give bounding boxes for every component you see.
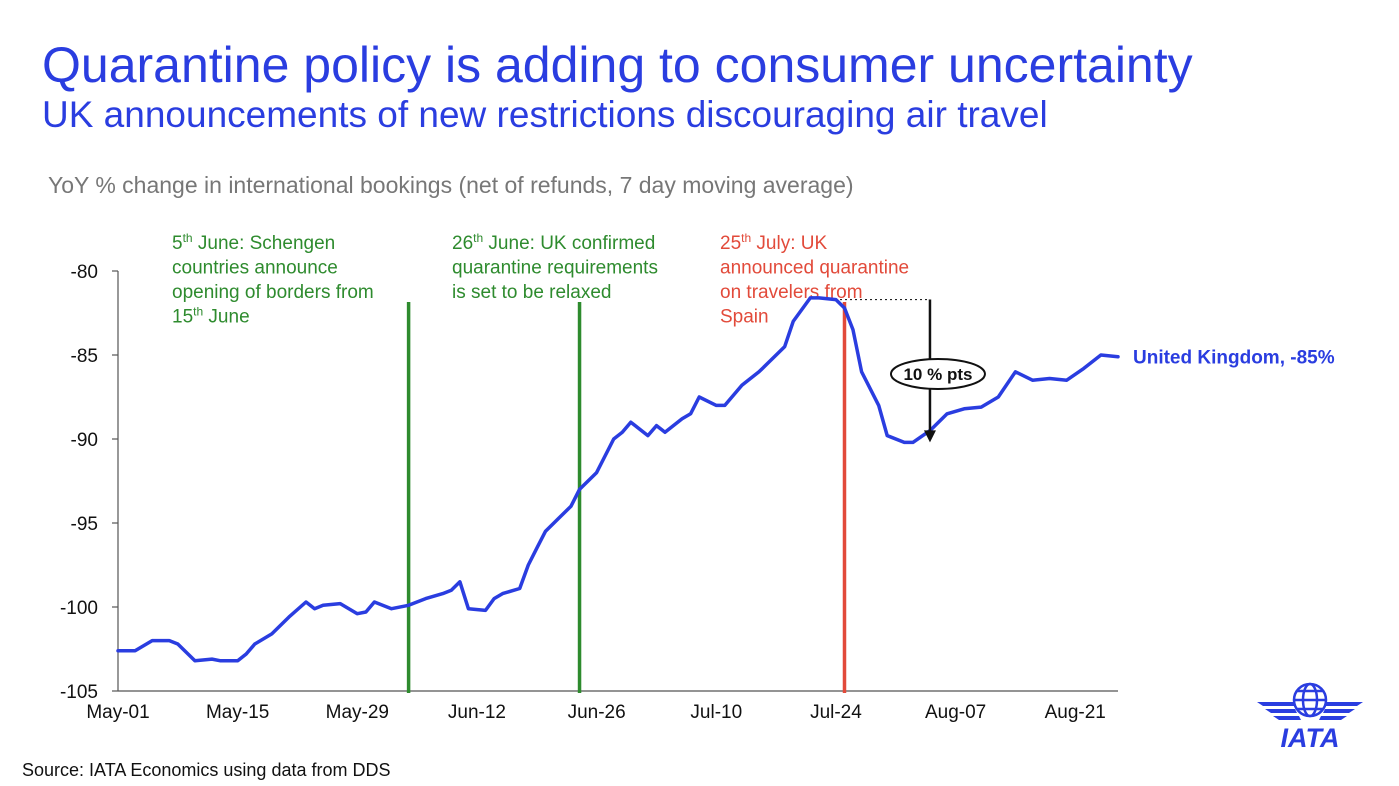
- event-label-3: 25th July: UK: [720, 231, 828, 254]
- series-line-united-kingdom: [116, 296, 1120, 663]
- event-label-2: quarantine requirements: [452, 258, 658, 279]
- event-label-1: countries announce: [172, 258, 338, 279]
- event-label-3: announced quarantine: [720, 258, 909, 279]
- event-label-1: opening of borders from: [172, 282, 374, 303]
- x-tick-label: May-15: [206, 702, 269, 723]
- event-label-1: 15th June: [172, 305, 250, 328]
- x-tick-label: Jul-24: [810, 702, 862, 723]
- globe-wings-icon: IATA: [1257, 682, 1363, 753]
- event-label-2: is set to be relaxed: [452, 282, 611, 303]
- y-tick-label: -100: [60, 598, 98, 619]
- source-note: Source: IATA Economics using data from D…: [22, 760, 391, 780]
- callout-ellipse: [889, 357, 986, 390]
- event-label-1: 5th June: Schengen: [172, 231, 335, 254]
- page-subtitle: UK announcements of new restrictions dis…: [42, 94, 1048, 135]
- y-tick-label: -80: [71, 262, 98, 283]
- x-tick-label: Jun-12: [448, 702, 506, 723]
- page-title: Quarantine policy is adding to consumer …: [42, 37, 1193, 93]
- callout-arrowhead: [923, 430, 936, 443]
- iata-logo-text: IATA: [1281, 723, 1340, 750]
- series-end-label: United Kingdom, -85%: [1133, 348, 1335, 369]
- x-tick-label: May-29: [326, 702, 389, 723]
- chart-ylabel: YoY % change in international bookings (…: [48, 172, 854, 198]
- iata-logo: IATA: [1255, 680, 1365, 753]
- x-tick-label: Aug-21: [1045, 702, 1106, 723]
- x-tick-label: Jul-10: [690, 702, 742, 723]
- callout-label: 10 % pts: [903, 365, 972, 384]
- event-label-2: 26th June: UK confirmed: [452, 231, 655, 254]
- x-tick-label: Jun-26: [568, 702, 626, 723]
- event-label-3: Spain: [720, 307, 769, 328]
- x-tick-label: May-01: [86, 702, 149, 723]
- y-tick-label: -85: [71, 346, 98, 367]
- y-tick-label: -95: [71, 514, 98, 535]
- x-tick-label: Aug-07: [925, 702, 986, 723]
- y-tick-label: -90: [71, 430, 98, 451]
- y-tick-label: -105: [60, 682, 98, 703]
